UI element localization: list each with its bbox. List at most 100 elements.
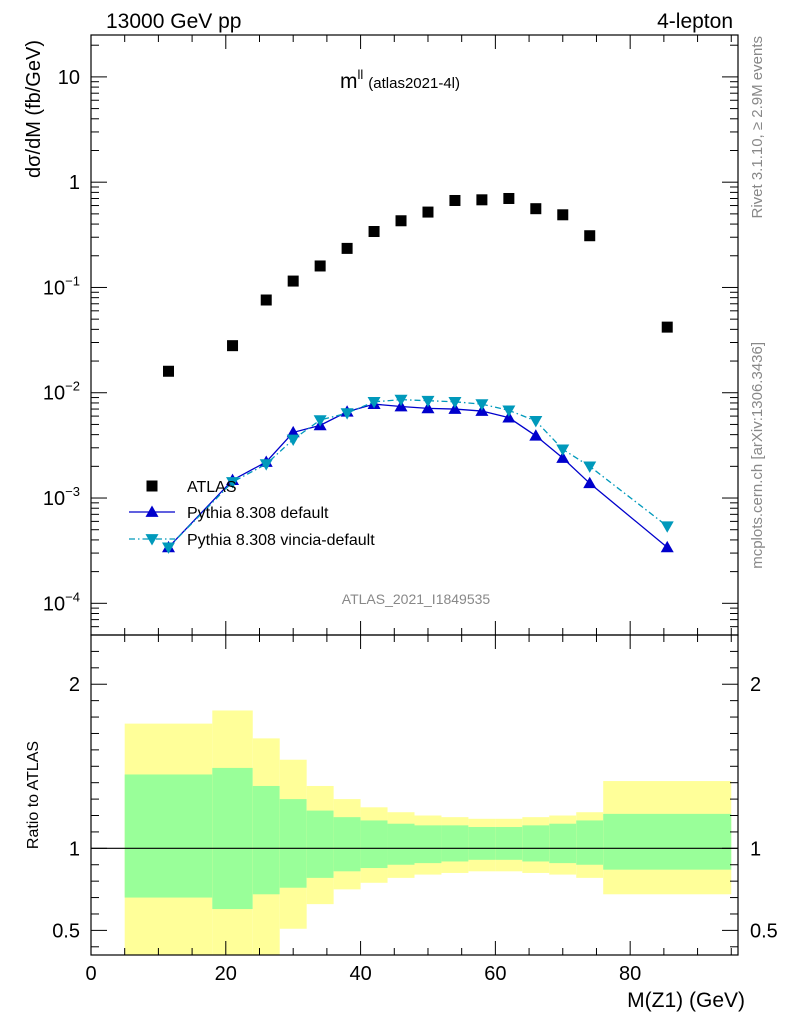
pythia-default-point (583, 476, 597, 489)
legend-marker (145, 534, 159, 546)
legend-label: ATLAS (187, 479, 237, 496)
series-2 (162, 394, 674, 554)
pythia-default-point (660, 540, 674, 553)
tick-label-exponent: −1 (65, 273, 80, 288)
ratio-inner-band (603, 813, 732, 870)
ratio-inner-band (306, 810, 334, 878)
ratio-y-tick-label-right: 0.5 (750, 920, 778, 942)
tick-label-exponent: −2 (65, 379, 80, 394)
ratio-inner-band (522, 825, 550, 862)
atlas-data-point (163, 365, 175, 377)
legend-label: Pythia 8.308 vincia-default (187, 532, 375, 549)
pythia-vincia-point (502, 405, 516, 417)
pythia-default-point (556, 451, 570, 463)
pythia-vincia-point (529, 416, 543, 428)
pythia-vincia-point (475, 399, 489, 411)
ratio-y-tick-label-right: 2 (750, 674, 761, 696)
ratio-inner-band (360, 820, 388, 869)
atlas-data-point (557, 209, 569, 221)
atlas-data-point (227, 340, 239, 352)
atlas-data-point (395, 215, 407, 227)
ratio-inner-band (212, 767, 253, 910)
tick-label-exponent: −3 (65, 484, 80, 499)
ratio-bands (124, 710, 732, 955)
atlas-data-point (476, 194, 488, 206)
ratio-axis-ticks (90, 635, 738, 955)
side-label-mcplots: mcplots.cern.ch [arXiv:1306.3436] (749, 342, 766, 569)
main-y-axis-label: dσ/dM (fb/GeV) (23, 40, 45, 178)
ratio-inner-band (576, 820, 604, 865)
pythia-vincia-point (660, 521, 674, 533)
analysis-watermark: ATLAS_2021_I1849535 (342, 591, 491, 607)
legend: ATLAS Pythia 8.308 default Pythia 8.308 vi… (129, 479, 375, 549)
side-label-rivet: Rivet 3.1.10, ≥ 2.9M events (749, 36, 766, 219)
ratio-inner-band (333, 817, 361, 872)
x-axis-label: M(Z1) (GeV) (627, 989, 745, 1012)
pythia-vincia-point (421, 395, 435, 408)
pythia-vincia-point (583, 461, 597, 473)
ratio-tick-labels: 0.5 0.51 12 20 20 40 60 80 (52, 674, 778, 985)
pythia-vincia-point (367, 396, 381, 409)
tick-label-base: 10 (43, 383, 65, 405)
atlas-data-point (341, 242, 353, 254)
main-y-tick-label: 10−1 (43, 273, 80, 299)
pythia-default-point (421, 401, 435, 414)
pythia-vincia-point (448, 396, 462, 409)
series-1 (162, 397, 674, 553)
ratio-inner-band (387, 823, 415, 865)
pythia-vincia-point (162, 542, 176, 554)
ratio-inner-band (549, 823, 577, 864)
atlas-data-point (422, 206, 434, 218)
ratio-inner-band (252, 785, 280, 895)
ratio-inner-band (414, 825, 442, 864)
ratio-panel: 0.5 0.51 12 20 20 40 60 80 Ratio to ATLAS M(Z1)… (25, 634, 778, 1012)
atlas-data-point (661, 321, 673, 333)
series-0 (163, 192, 673, 377)
pythia-vincia-point (286, 434, 300, 446)
ratio-y-tick-label: 1 (69, 838, 80, 860)
ratio-y-tick-label: 2 (69, 674, 80, 696)
pythia-default-line (168, 403, 668, 548)
main-axis-ticks (90, 35, 738, 636)
ratio-inner-band (124, 774, 213, 898)
pythia-vincia-point (556, 444, 570, 456)
pythia-vincia-point (313, 415, 327, 427)
atlas-data-point (314, 260, 326, 272)
atlas-data-point (287, 275, 299, 287)
tick-label-base: 1 (69, 172, 80, 194)
x-tick-label: 40 (349, 963, 371, 985)
main-y-tick-label: 10 (58, 67, 80, 89)
ratio-inner-band (468, 827, 496, 860)
main-y-tick-label: 10−3 (43, 484, 80, 510)
atlas-data-point (530, 203, 542, 215)
main-series-layer (162, 192, 674, 554)
tick-label-base: 10 (43, 593, 65, 615)
header-energy-label: 13000 GeV pp (106, 10, 241, 33)
main-title: mll (atlas2021-4l) (340, 67, 460, 93)
main-y-tick-label: 10−4 (43, 589, 80, 615)
atlas-data-point (260, 294, 272, 306)
ratio-panel-frame (90, 634, 739, 956)
legend-label: Pythia 8.308 default (187, 505, 329, 522)
x-tick-label: 0 (85, 963, 96, 985)
pythia-vincia-point (394, 394, 408, 407)
header-process-label: 4-lepton (657, 10, 733, 33)
pythia-default-point (529, 429, 543, 441)
pythia-vincia-point (340, 408, 354, 420)
pythia-vincia-line (168, 398, 668, 548)
main-y-tick-label: 1 (69, 172, 80, 194)
ratio-y-axis-label: Ratio to ATLAS (25, 741, 42, 849)
ratio-y-tick-label-right: 1 (750, 838, 761, 860)
tick-label-base: 10 (58, 67, 80, 89)
tick-label-base: 10 (43, 277, 65, 299)
x-tick-label: 80 (619, 963, 641, 985)
main-title-superscript: ll (358, 67, 364, 82)
x-tick-label: 60 (484, 963, 506, 985)
ratio-inner-band (279, 799, 307, 888)
pythia-vincia-point (259, 459, 273, 471)
pythia-default-point (286, 425, 300, 438)
atlas-data-point (449, 194, 461, 206)
atlas-data-point (368, 226, 380, 238)
